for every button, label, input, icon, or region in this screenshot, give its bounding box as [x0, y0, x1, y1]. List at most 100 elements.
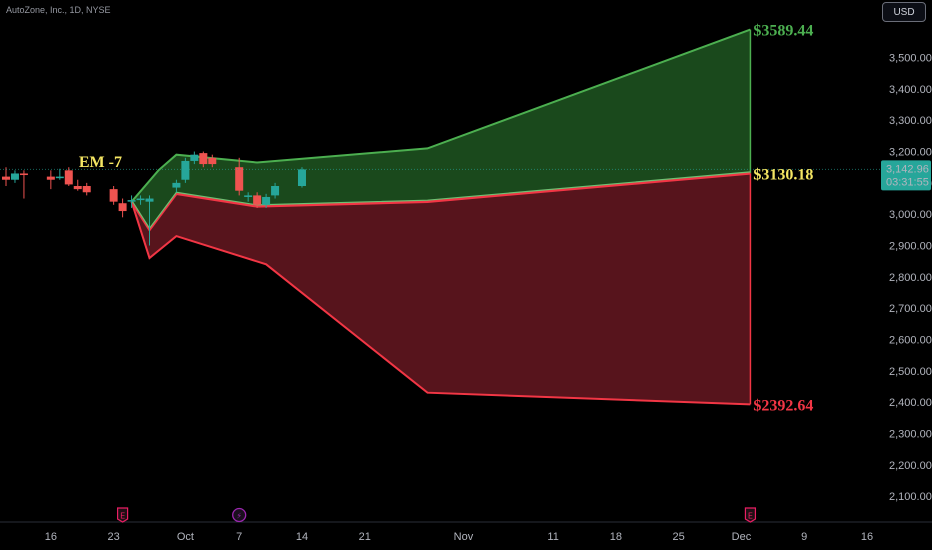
y-tick-label: 3,500.00 [889, 53, 932, 65]
candle-body [181, 160, 190, 180]
lower-band-value-label: $2392.64 [753, 397, 813, 414]
candle-body [46, 176, 55, 180]
y-tick-label: 2,200.00 [889, 460, 932, 472]
candle-body [262, 196, 271, 205]
candle [109, 186, 118, 205]
candle-body [271, 186, 280, 196]
y-tick-label: 3,300.00 [889, 115, 932, 127]
y-tick-label: 2,100.00 [889, 491, 932, 503]
mid-line-green [131, 171, 751, 230]
current-price-tag-bg [881, 160, 931, 191]
candle [208, 154, 217, 168]
candle [235, 157, 244, 196]
candle [172, 179, 181, 193]
split-event-marker: ⚡ [232, 507, 247, 523]
candle-body [244, 195, 253, 197]
candle-body [235, 167, 244, 191]
y-tick-label: 3,400.00 [889, 84, 932, 96]
candle [19, 170, 28, 199]
expected-move-bands [130, 28, 752, 406]
candle [297, 167, 306, 188]
mid-line-value-label: $3130.18 [753, 166, 813, 183]
mid-line-red [130, 172, 751, 232]
earnings-event-shape [116, 507, 129, 523]
candle [118, 198, 127, 218]
time-axis[interactable]: 16 23 Oct 7 14 21 Nov 11 18 25 Dec 9 16 [0, 521, 932, 543]
event-markers: E ⚡ E [116, 507, 757, 523]
x-tick-label: 11 [547, 531, 558, 543]
upper-band-value-label: $3589.44 [753, 23, 813, 40]
candle [271, 182, 280, 199]
y-tick-label: 3,200.00 [889, 147, 932, 159]
candle-body [199, 153, 208, 165]
event-glyph: E [120, 512, 125, 521]
lower-band-fill [131, 173, 751, 405]
x-tick-label: 7 [236, 531, 242, 543]
x-tick-label: Dec [732, 531, 752, 543]
y-tick-label: 2,800.00 [889, 272, 932, 284]
x-tick-label: 25 [673, 531, 685, 543]
candle-body [208, 157, 217, 165]
y-tick-label: 2,400.00 [889, 397, 932, 409]
y-tick-label: 3,000.00 [889, 209, 932, 221]
candlestick-series [2, 151, 306, 246]
lower-band-line [130, 201, 751, 406]
event-glyph: E [748, 512, 753, 521]
upper-band-fill [131, 29, 751, 230]
candle-body [297, 169, 306, 186]
candle [244, 192, 253, 202]
bar-countdown-value: 03:31:55 [886, 176, 929, 188]
candle-body [118, 203, 127, 212]
split-event-circle [232, 507, 247, 523]
candle-body [109, 189, 118, 202]
upper-band-line [130, 28, 751, 203]
earnings-event-marker: E [116, 507, 129, 523]
x-tick-label: 14 [296, 531, 308, 543]
earnings-event-shape [744, 507, 757, 523]
candle [82, 182, 91, 196]
y-tick-label: 2,900.00 [889, 241, 932, 253]
y-tick-label: 2,500.00 [889, 366, 932, 378]
candle [73, 179, 82, 191]
candle [55, 168, 64, 180]
x-tick-label: 16 [45, 531, 57, 543]
candle [145, 195, 154, 246]
chart-title: AutoZone, Inc., 1D, NYSE [6, 5, 111, 15]
x-tick-label: 21 [359, 531, 371, 543]
y-tick-label: 2,700.00 [889, 303, 932, 315]
candle [190, 151, 199, 165]
candle [10, 170, 19, 183]
y-tick-label: 2,600.00 [889, 334, 932, 346]
x-tick-label: 16 [861, 531, 873, 543]
y-tick-label: 2,300.00 [889, 428, 932, 440]
candle [181, 157, 190, 183]
candle-body [253, 195, 262, 205]
candle [262, 193, 271, 208]
x-tick-label: Oct [177, 531, 194, 543]
candle [253, 192, 262, 208]
candle [64, 167, 73, 186]
currency-button[interactable]: USD [882, 2, 926, 22]
event-glyph: ⚡ [236, 512, 242, 521]
candle-body [82, 186, 91, 193]
candle [127, 195, 136, 208]
price-axis[interactable]: 2,100.00 2,200.00 2,300.00 2,400.00 2,500.00… [889, 53, 932, 503]
x-tick-label: 23 [108, 531, 120, 543]
x-tick-label: 9 [801, 531, 807, 543]
candle-body [10, 173, 19, 180]
candle-body [136, 198, 145, 201]
candle-body [145, 198, 154, 202]
candle [46, 170, 55, 190]
x-tick-label: 18 [610, 531, 622, 543]
candle-body [127, 200, 136, 202]
candle-body [55, 176, 64, 179]
candle-body [64, 170, 73, 185]
candle [199, 151, 208, 168]
em-label: EM -7 [79, 154, 122, 171]
candle-body [19, 173, 28, 176]
candle [136, 195, 145, 205]
x-tick-label: Nov [454, 531, 474, 543]
candle-body [190, 154, 199, 161]
candle [2, 167, 10, 186]
